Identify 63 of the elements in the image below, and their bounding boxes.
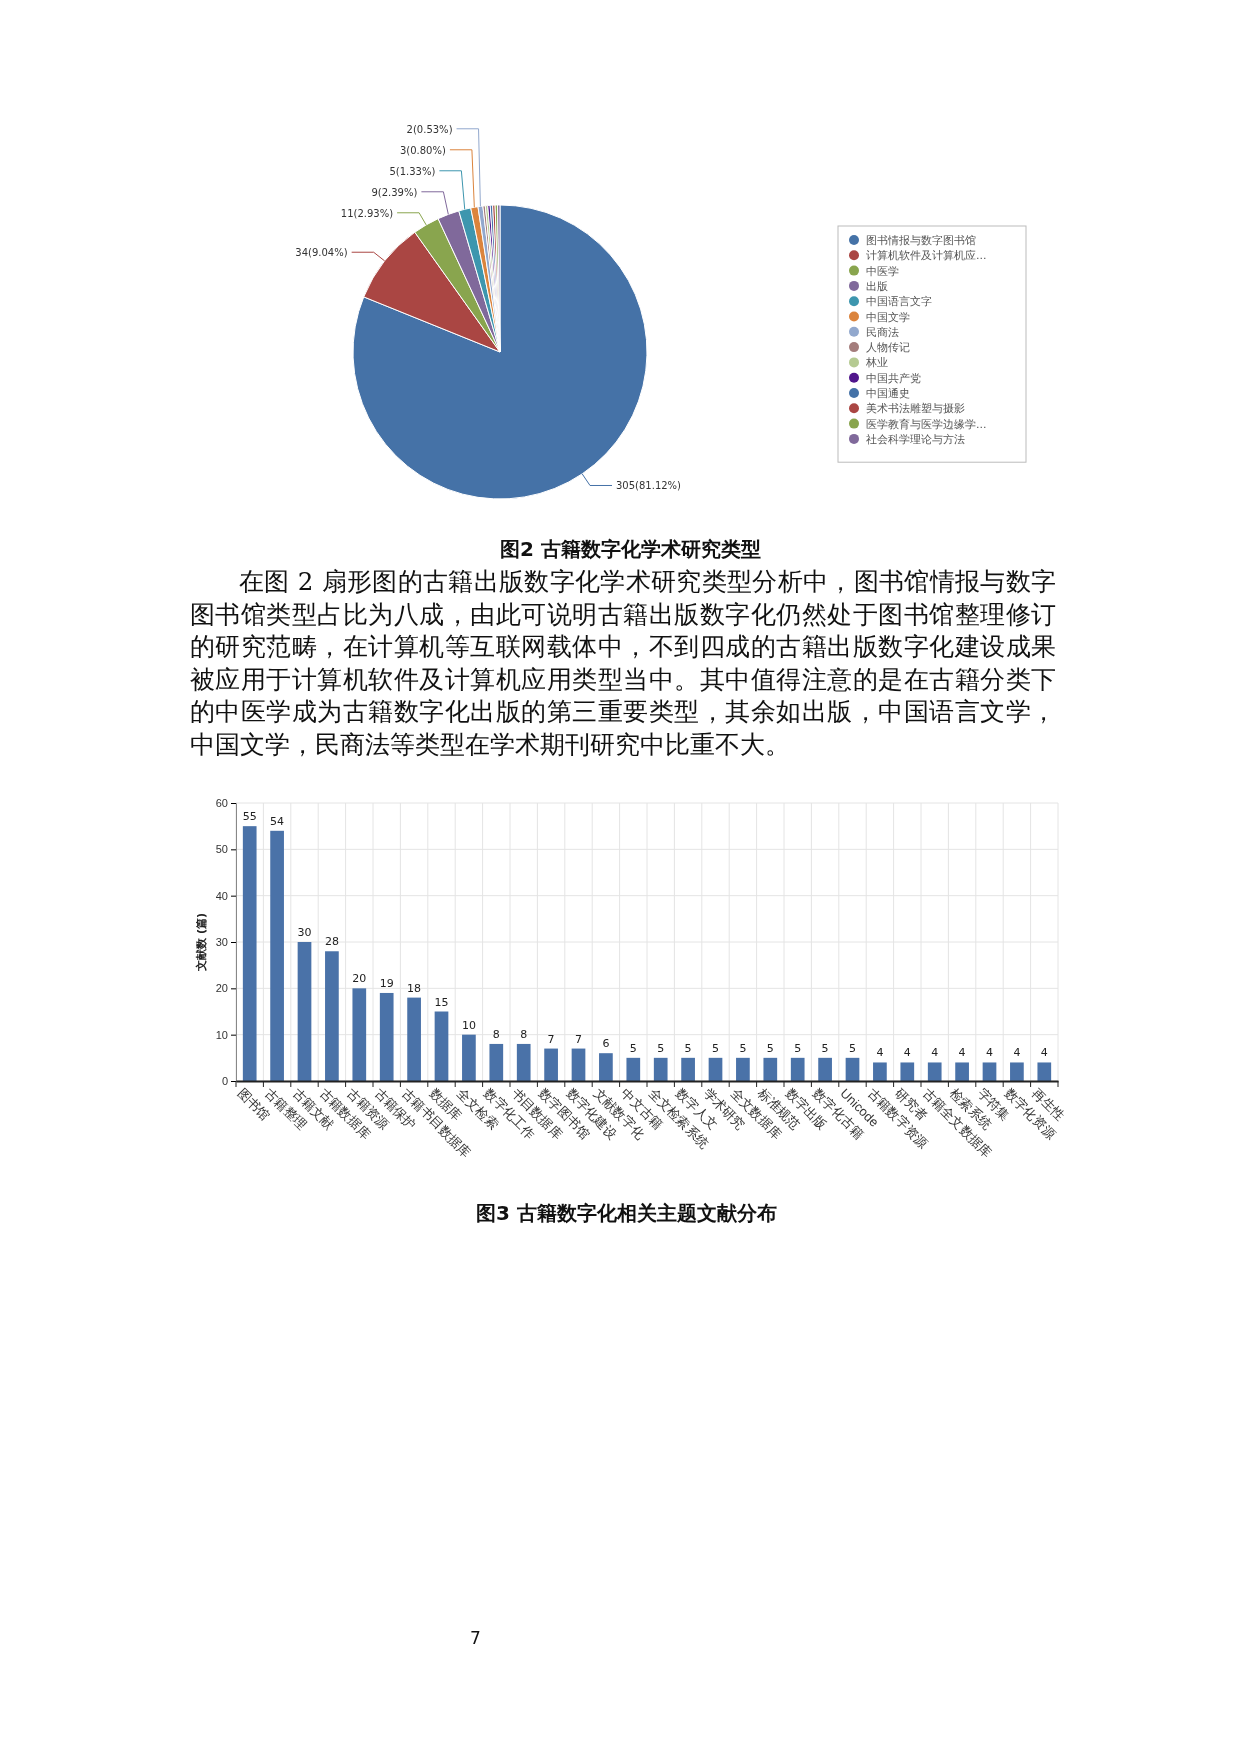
data-label: 30 (297, 926, 312, 939)
data-label: 7 (547, 1032, 555, 1046)
text: 图2 古籍数字化学术研究类型 (500, 536, 761, 563)
data-label: 4 (876, 1046, 884, 1060)
data-label: 4 (1040, 1046, 1048, 1060)
y-tick-label: 60 (215, 797, 228, 810)
y-axis-title: 文献数 (篇) (195, 913, 208, 972)
legend-label: 医学教育与医学边缘学... (866, 417, 987, 431)
data-label: 55 (242, 810, 257, 824)
data-label: 54 (270, 814, 285, 828)
data-label: 4 (958, 1046, 966, 1060)
legend-label: 民商法 (866, 325, 899, 339)
y-tick-label: 10 (215, 1028, 228, 1041)
data-label: 11(2.93%) (340, 207, 394, 219)
data-label: 34(9.04%) (295, 247, 348, 259)
data-label: 9(2.39%) (371, 186, 418, 198)
legend-label: 中国通史 (866, 387, 910, 400)
data-label: 5 (766, 1041, 774, 1055)
data-label: 3(0.80%) (399, 144, 446, 156)
text: 7 (470, 1628, 481, 1648)
legend-label: 图书情报与数字图书馆 (866, 234, 976, 247)
y-tick-label: 0 (221, 1075, 228, 1088)
legend-label: 人物传记 (866, 341, 910, 355)
data-label: 4 (986, 1046, 993, 1060)
data-label: 8 (520, 1027, 528, 1041)
legend-label: 计算机软件及计算机应... (866, 249, 987, 263)
data-label: 18 (407, 981, 422, 995)
data-label: 2(0.53%) (406, 123, 453, 135)
text: 在图 2 扇形图的古籍出版数字化学术研究类型分析中，图书馆情报与数字图书馆类型占比为八成，由此可说明古籍出版数字化仍然处于图书馆整理修订的研究范畴，在计算机等互联网载体中，不到四成的古籍出版数字化建设成果被应用于计算机软件及计算机应用类型当中。其中值得注意的是在古籍分类下的中医学成为古籍数字化出版的第三重要类型，其余如出版，中国语言文学，中国文学，民商法等类型在学术期刊研究中比重不大。 (190, 566, 1056, 761)
legend-label: 中国语言文字 (866, 295, 932, 309)
y-tick-label: 40 (215, 889, 228, 902)
data-label: 6 (602, 1037, 610, 1051)
data-label: 5(1.33%) (389, 165, 436, 177)
y-tick-label: 20 (215, 982, 228, 995)
data-label: 5 (684, 1041, 692, 1055)
legend-label: 中国共产党 (866, 371, 921, 385)
legend-label: 社会科学理论与方法 (866, 432, 965, 446)
data-label: 7 (575, 1032, 582, 1046)
data-label: 5 (629, 1041, 637, 1055)
legend-label: 中医学 (866, 264, 899, 278)
data-label: 4 (931, 1046, 939, 1060)
data-label: 20 (352, 972, 367, 986)
data-label: 4 (1013, 1046, 1021, 1060)
data-label: 15 (434, 995, 449, 1009)
data-label: 305(81.12%) (616, 480, 682, 492)
legend-label: 出版 (866, 279, 888, 293)
y-tick-label: 50 (215, 843, 228, 856)
legend-label: 中国文学 (866, 310, 910, 324)
data-label: 4 (903, 1046, 911, 1060)
y-tick-label: 30 (215, 936, 228, 949)
text: 图3 古籍数字化相关主题文献分布 (476, 1200, 777, 1227)
legend-label: 美术书法雕塑与摄影 (866, 402, 965, 416)
data-label: 5 (821, 1041, 829, 1055)
legend-label: 林业 (865, 356, 888, 370)
data-label: 10 (461, 1018, 476, 1032)
data-label: 5 (712, 1041, 719, 1055)
data-label: 19 (379, 976, 394, 990)
data-label: 5 (739, 1041, 747, 1055)
data-label: 5 (657, 1041, 665, 1055)
data-label: 8 (492, 1027, 500, 1041)
data-label: 5 (849, 1041, 856, 1055)
data-label: 28 (324, 935, 339, 949)
data-label: 5 (794, 1041, 802, 1055)
